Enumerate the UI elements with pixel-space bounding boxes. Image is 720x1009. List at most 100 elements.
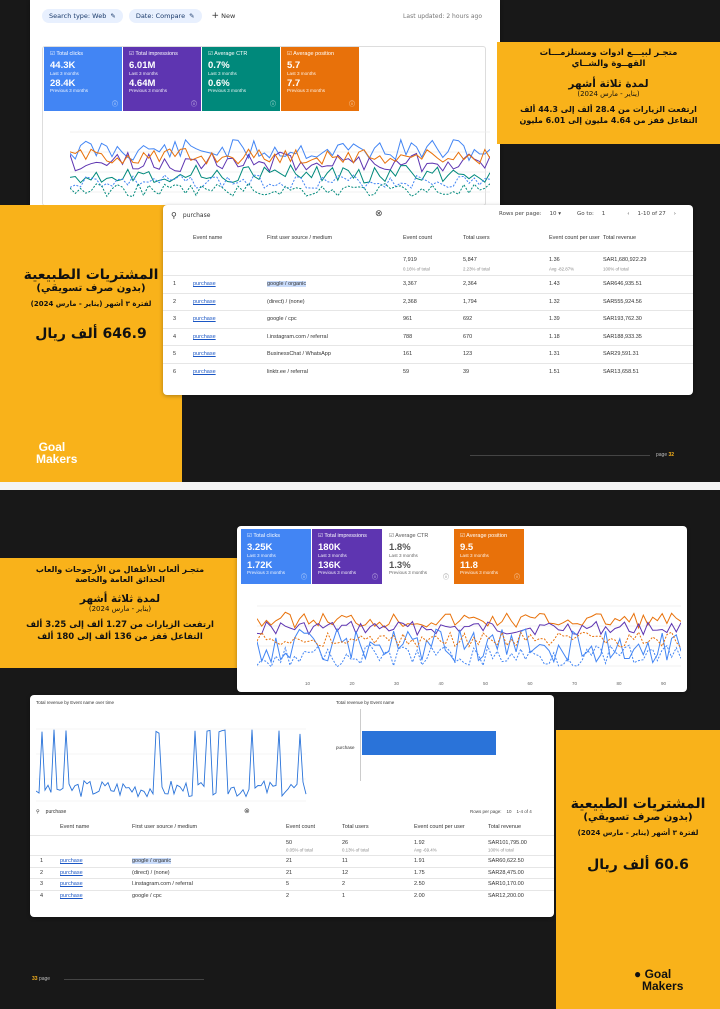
metric-card[interactable]: ☑ Total clicks 44.3K Last 3 months 28.4K Pre… xyxy=(44,47,122,111)
cell-source: google / cpc xyxy=(267,316,297,323)
metric-card[interactable]: ☑ Average position 5.7 Last 3 months 7.7 Pre… xyxy=(281,47,359,111)
clear-search-icon[interactable]: ⊗ xyxy=(244,807,250,815)
checkbox-icon[interactable]: ☑ xyxy=(460,533,465,539)
help-icon[interactable]: ⓘ xyxy=(300,575,307,581)
help-icon[interactable]: ⓘ xyxy=(190,102,197,108)
checkbox-icon[interactable]: ☑ xyxy=(208,51,213,57)
metric-card[interactable]: ☑ Average CTR 1.8% Last 3 months 1.3% Previo… xyxy=(383,529,453,584)
column-header[interactable]: Event name xyxy=(193,235,223,241)
cell-event[interactable]: purchase xyxy=(60,869,83,876)
help-icon[interactable]: ⓘ xyxy=(513,575,520,581)
page-range: 1-10 of 27 xyxy=(637,211,666,217)
column-header[interactable]: Total revenue xyxy=(488,824,522,830)
column-header[interactable]: Event name xyxy=(60,824,90,830)
table-row[interactable]: 1 purchase google / organic 3,367 2,364 1.43 S… xyxy=(163,275,693,293)
checkbox-icon[interactable]: ☑ xyxy=(247,533,252,539)
edit-icon: ✎ xyxy=(110,12,116,20)
performance-line-chart: 10 20 30 40 50 60 70 80 90 xyxy=(257,605,681,686)
cell-event[interactable]: purchase xyxy=(60,858,83,865)
table-row[interactable]: 2 purchase (direct) / (none) 21 12 1.75 SAR28,… xyxy=(30,866,554,879)
table-row[interactable]: 4 purchase google / cpc 2 1 2.00 SAR12,200.00 xyxy=(30,889,554,902)
metric-card[interactable]: ☑ Total impressions 6.01M Last 3 months 4.6… xyxy=(123,47,201,111)
search-type-chip[interactable]: Search type: Web ✎ xyxy=(42,9,123,23)
table-row[interactable]: 1 purchase google / organic 21 11 1.91 SAR60,6… xyxy=(30,855,554,867)
date-chip[interactable]: Date: Compare ✎ xyxy=(128,9,202,23)
search-console-card: Search type: Web ✎ Date: Compare ✎ + New L… xyxy=(30,0,500,212)
metric-current-value: 180K xyxy=(318,542,341,553)
help-icon[interactable]: ⓘ xyxy=(269,102,276,108)
metric-card[interactable]: ☑ Average position 9.5 Last 3 months 11.8 Pr… xyxy=(454,529,524,584)
column-header[interactable]: Total revenue xyxy=(603,235,637,241)
cell-event[interactable]: purchase xyxy=(193,316,216,323)
rows-per-page-select[interactable]: 10 ▾ xyxy=(550,211,562,217)
cell-source: BusinessChat / WhatsApp xyxy=(267,351,331,358)
help-icon[interactable]: ⓘ xyxy=(442,575,449,581)
table-row[interactable]: 3 purchase l.instagram.com / referral 5 2 2.5… xyxy=(30,878,554,890)
column-header[interactable]: Event count per user xyxy=(549,235,600,241)
cell-n: 2 xyxy=(40,869,44,876)
column-header[interactable]: First user source / medium xyxy=(267,235,333,241)
table-row[interactable]: 3 purchase google / cpc 961 692 1.39 SAR193,76… xyxy=(163,310,693,328)
total-subtext: 100% of total xyxy=(603,266,629,272)
table-row[interactable]: 2 purchase (direct) / (none) 2,368 1,794 1.32… xyxy=(163,292,693,311)
column-header[interactable]: Event count per user xyxy=(414,824,465,830)
metric-current-value: 3.25K xyxy=(247,542,273,553)
checkbox-icon[interactable]: ☑ xyxy=(50,51,55,57)
edit-icon: ✎ xyxy=(189,12,195,20)
date-label: Date: Compare xyxy=(135,12,186,20)
table-row[interactable]: 4 purchase l.instagram.com / referral 788 67… xyxy=(163,327,693,346)
checkbox-icon[interactable]: ☑ xyxy=(287,51,292,57)
cell-count: 961 xyxy=(403,316,413,323)
prev-page-icon[interactable]: ‹ xyxy=(627,211,630,217)
rows-per-page-value[interactable]: 10 xyxy=(506,809,512,814)
cell-event[interactable]: purchase xyxy=(193,368,216,375)
column-header[interactable]: Total users xyxy=(342,824,369,830)
cell-count: 2 xyxy=(286,892,290,899)
date-range: (يناير - مارس 2024) xyxy=(88,605,152,613)
new-filter-button[interactable]: + New xyxy=(212,11,236,21)
dropdown-icon: ▾ xyxy=(558,211,562,217)
cell-event[interactable]: purchase xyxy=(193,281,216,288)
next-page-icon[interactable]: › xyxy=(673,211,676,217)
series-line xyxy=(257,620,681,637)
cell-event[interactable]: purchase xyxy=(193,333,216,340)
help-icon[interactable]: ⓘ xyxy=(371,575,378,581)
column-header[interactable]: First user source / medium xyxy=(132,824,198,830)
checkbox-icon[interactable]: ☑ xyxy=(129,51,134,57)
table-search-input[interactable]: purchase xyxy=(45,809,67,815)
cell-event[interactable]: purchase xyxy=(193,298,216,305)
column-header[interactable]: Total users xyxy=(463,235,490,241)
cell-event[interactable]: purchase xyxy=(193,351,216,358)
cell-users: 670 xyxy=(463,333,473,340)
table-row[interactable]: 5 purchase BusinessChat / WhatsApp 161 123 1.… xyxy=(163,345,693,363)
revenue-bar-chart-title: Total revenue by Event name xyxy=(336,700,395,705)
metric-title: Total impressions xyxy=(324,533,367,539)
total-value: 1.92 xyxy=(414,839,425,846)
table-search-input[interactable]: purchase xyxy=(182,212,211,219)
cell-revenue: SAR60,622.50 xyxy=(488,858,524,865)
checkbox-icon[interactable]: ☑ xyxy=(389,533,394,539)
cell-event[interactable]: purchase xyxy=(60,892,83,899)
series-line xyxy=(257,627,681,664)
metric-card[interactable]: ☑ Total clicks 3.25K Last 3 months 1.72K Pre… xyxy=(241,529,311,584)
column-header[interactable]: Event count xyxy=(403,235,433,241)
total-value: 50 xyxy=(286,839,293,846)
series-line xyxy=(257,611,681,630)
cell-n: 3 xyxy=(40,881,44,888)
checkbox-icon[interactable]: ☑ xyxy=(318,533,323,539)
series-line xyxy=(70,182,490,198)
cell-n: 1 xyxy=(40,858,44,865)
metric-card[interactable]: ☑ Average CTR 0.7% Last 3 months 0.6% Previo… xyxy=(202,47,280,111)
cell-source: l.instagram.com / referral xyxy=(132,881,193,888)
help-icon[interactable]: ⓘ xyxy=(348,102,355,108)
cell-event[interactable]: purchase xyxy=(60,881,83,888)
rows-per-page-value: 10 xyxy=(549,211,557,217)
help-icon[interactable]: ⓘ xyxy=(111,102,118,108)
cell-count: 3,367 xyxy=(403,281,417,288)
cell-users: 1,794 xyxy=(463,298,477,305)
column-header[interactable]: Event count xyxy=(286,824,316,830)
metric-card[interactable]: ☑ Total impressions 180K Last 3 months 136K… xyxy=(312,529,382,584)
table-row[interactable]: 6 purchase linktr.ee / referral 59 39 1.51 SAR… xyxy=(163,362,693,381)
goto-input[interactable]: 1 xyxy=(601,211,606,217)
clear-search-icon[interactable]: ⊗ xyxy=(375,209,383,219)
